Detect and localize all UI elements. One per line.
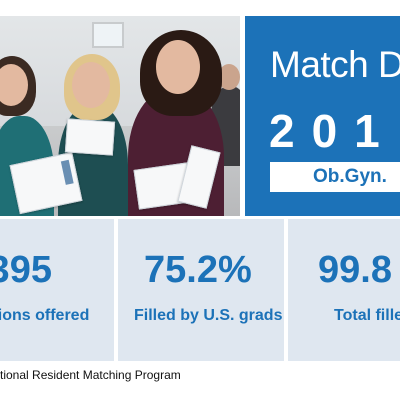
stat-label: Total filled	[334, 307, 400, 324]
source-credit: tional Resident Matching Program	[0, 368, 181, 382]
celebration-photo	[0, 16, 240, 216]
page-title: Match Da	[270, 44, 400, 85]
stat-value: 75.2%	[144, 249, 252, 291]
stat-value: ,395	[0, 249, 52, 291]
specialty-label: Ob.Gyn.	[313, 166, 387, 187]
title-panel: Match Da 201 Ob.Gyn.	[245, 16, 400, 216]
stat-label: Filled by U.S. grads	[134, 307, 283, 324]
woman-middle-head	[72, 62, 110, 108]
photo-window	[92, 22, 124, 48]
woman-left-head	[0, 64, 28, 106]
stat-value: 99.8	[318, 249, 392, 291]
year-heading: 201	[269, 105, 397, 157]
stat-label: itions offered	[0, 307, 90, 324]
background-person-head	[218, 64, 240, 90]
stat-card-us-grads: 75.2% Filled by U.S. grads	[118, 219, 284, 361]
match-letter	[64, 118, 116, 156]
stat-card-total-filled: 99.8 Total filled	[288, 219, 400, 361]
specialty-badge: Ob.Gyn.	[270, 162, 400, 192]
woman-right-head	[156, 40, 200, 94]
stat-card-positions: ,395 itions offered	[0, 219, 114, 361]
